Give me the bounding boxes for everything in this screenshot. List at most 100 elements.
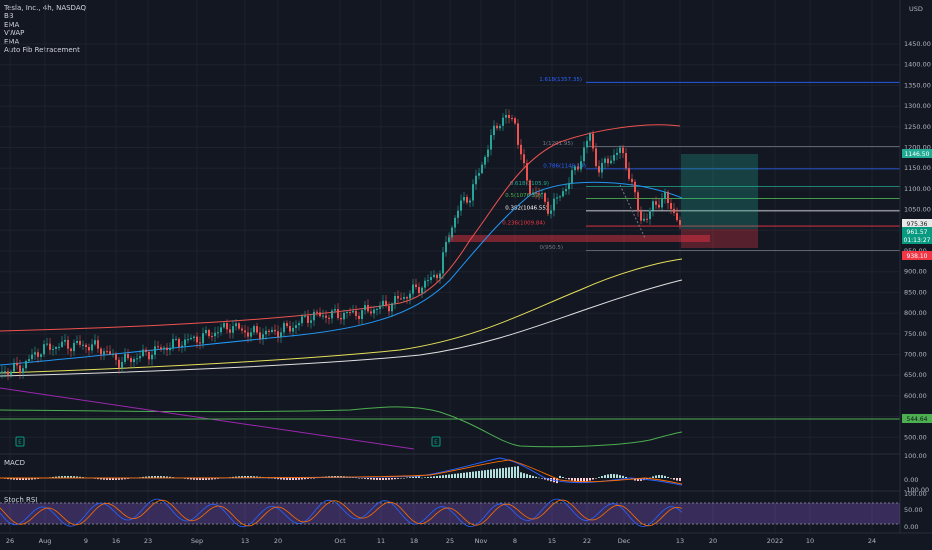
macd-bar <box>595 478 597 479</box>
macd-bar <box>499 468 501 478</box>
candle-body <box>421 287 423 294</box>
time-label: Dec <box>618 537 631 545</box>
macd-bar <box>676 478 678 481</box>
candle-body <box>268 330 270 333</box>
fib-level-label: 0.786(1148.14) <box>543 163 586 169</box>
earnings-badge-2[interactable]: E <box>431 436 441 447</box>
indicator-bb[interactable]: BB <box>4 12 14 21</box>
macd-bar <box>667 477 669 478</box>
price-axis[interactable]: USD 1450.00 1400.00 1350.00 1300.00 1250.00 1… <box>904 5 931 531</box>
macd-bar <box>625 476 627 478</box>
candle-body <box>436 274 438 279</box>
macd-bar <box>463 472 465 478</box>
indicator-vwap[interactable]: VWAP <box>4 29 25 38</box>
long-position-profit-zone[interactable] <box>681 154 758 229</box>
candle-body <box>220 327 222 333</box>
macd-bar <box>361 478 363 479</box>
macd-bar <box>472 471 474 478</box>
indicator-auto-fib[interactable]: Auto Fib Retracement <box>4 46 80 55</box>
price-tick: 1150.00 <box>904 164 931 172</box>
candle-body <box>259 332 261 340</box>
macd-bar <box>622 475 624 478</box>
macd-bar <box>466 472 468 478</box>
candle-body <box>568 183 570 190</box>
candle-body <box>616 152 618 155</box>
macd-bar <box>403 477 405 479</box>
macd-bar <box>376 478 378 480</box>
candle-body <box>163 347 165 350</box>
stoch-pane-title[interactable]: Stoch RSI <box>4 496 37 504</box>
macd-bar <box>562 477 564 478</box>
candle-body <box>142 349 144 357</box>
time-label: 13 <box>241 537 249 545</box>
macd-bar <box>58 476 60 478</box>
macd-bar <box>583 478 585 482</box>
candle-body <box>73 342 75 352</box>
macd-bar <box>373 478 375 480</box>
candle-body <box>559 196 561 198</box>
candle-body <box>337 309 339 319</box>
candle-body <box>310 320 312 323</box>
candle-body <box>232 326 234 333</box>
candle-body <box>526 163 528 181</box>
macd-bar <box>223 478 225 479</box>
candle-body <box>601 162 603 173</box>
candle-body <box>640 211 642 221</box>
macd-bar <box>457 473 459 478</box>
time-label: 15 <box>548 537 556 545</box>
macd-bar <box>652 476 654 478</box>
candle-body <box>322 315 324 317</box>
macd-bar <box>199 478 201 480</box>
candle-body <box>247 332 249 337</box>
candle-body <box>670 202 672 209</box>
macd-bar <box>559 475 561 478</box>
price-tag <box>902 414 932 423</box>
candle-body <box>331 310 333 319</box>
indicator-ema-2[interactable]: EMA <box>4 37 20 46</box>
candle-body <box>565 189 567 192</box>
candle-body <box>4 371 6 373</box>
macd-bar <box>661 475 663 478</box>
candle-body <box>511 118 513 120</box>
candle-body <box>85 344 87 348</box>
macd-bar <box>571 478 573 481</box>
candle-body <box>397 296 399 299</box>
support-zone[interactable] <box>448 235 710 242</box>
candle-body <box>619 147 621 153</box>
candle-body <box>262 334 264 340</box>
candle-body <box>145 349 147 352</box>
fib-level-label: 0.5(1076.39) <box>505 193 541 199</box>
candle-body <box>16 362 18 366</box>
macd-bar <box>406 477 408 479</box>
candle-body <box>535 192 537 194</box>
candle-body <box>604 158 606 163</box>
candle-body <box>70 348 72 352</box>
candle-body <box>31 354 33 360</box>
macd-bar <box>496 468 498 478</box>
candle-body <box>64 339 66 342</box>
time-axis[interactable]: 26 Aug 9 16 23 Sep 13 20 Oct 11 18 25 Nov 8 15 22 Dec 13 2… <box>6 537 876 545</box>
time-label: 16 <box>112 537 120 545</box>
macd-bar <box>430 476 432 478</box>
candle-body <box>466 197 468 203</box>
macd-bar <box>271 478 273 479</box>
macd-bar <box>541 478 543 479</box>
macd-bar <box>79 476 81 478</box>
macd-bar <box>592 478 594 480</box>
macd-bar <box>544 478 546 480</box>
indicator-ema[interactable]: EMA <box>4 20 20 29</box>
candle-body <box>292 327 294 332</box>
macd-bar <box>613 474 615 478</box>
macd-pane-title[interactable]: MACD <box>4 459 25 467</box>
time-label: 23 <box>144 537 152 545</box>
price-tick: 650.00 <box>904 371 927 379</box>
earnings-badge-1[interactable]: E <box>15 436 25 447</box>
stoch-band <box>0 503 900 524</box>
long-position-stop-zone[interactable] <box>681 229 758 248</box>
candle-body <box>481 164 483 174</box>
candle-body <box>607 158 609 164</box>
candle-body <box>391 303 393 312</box>
candle-body <box>418 287 420 294</box>
candle-body <box>580 161 582 170</box>
